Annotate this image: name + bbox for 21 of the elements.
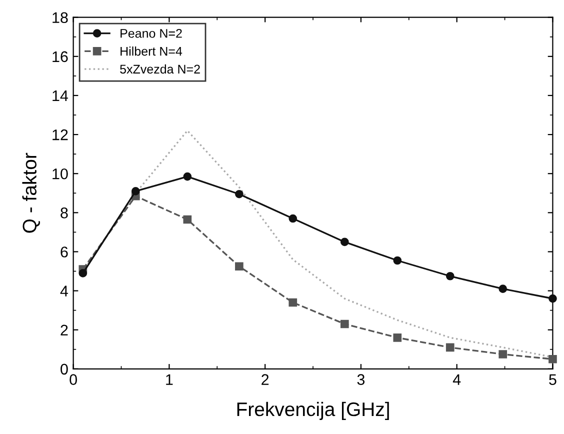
y-tick-label: 0	[60, 364, 68, 375]
y-tick-label: 12	[52, 129, 68, 140]
x-tick-label: 5	[549, 374, 556, 385]
x-tick-label: 1	[166, 374, 173, 385]
y-axis-title: Q - faktor	[22, 152, 40, 233]
y-tick-label: 6	[60, 246, 68, 258]
y-tick-label: 10	[52, 168, 68, 180]
legend-label: Hilbert N=4	[120, 46, 182, 56]
x-tick-label: 0	[70, 374, 77, 385]
x-tick-label: 2	[262, 374, 269, 385]
y-tick-label: 14	[52, 90, 68, 102]
y-tick-label: 8	[60, 208, 68, 218]
legend-label: Peano N=2	[120, 28, 182, 38]
y-tick-label: 4	[60, 286, 68, 296]
x-tick-label: 4	[452, 374, 461, 385]
x-tick-label: 3	[357, 374, 365, 385]
x-axis-title: Frekvencija [GHz]	[237, 402, 389, 420]
legend-label: 5xZvezda N=2	[120, 64, 200, 74]
y-tick-label: 18	[52, 12, 68, 24]
y-tick-label: 16	[52, 51, 68, 62]
y-tick-label: 2	[60, 324, 68, 336]
